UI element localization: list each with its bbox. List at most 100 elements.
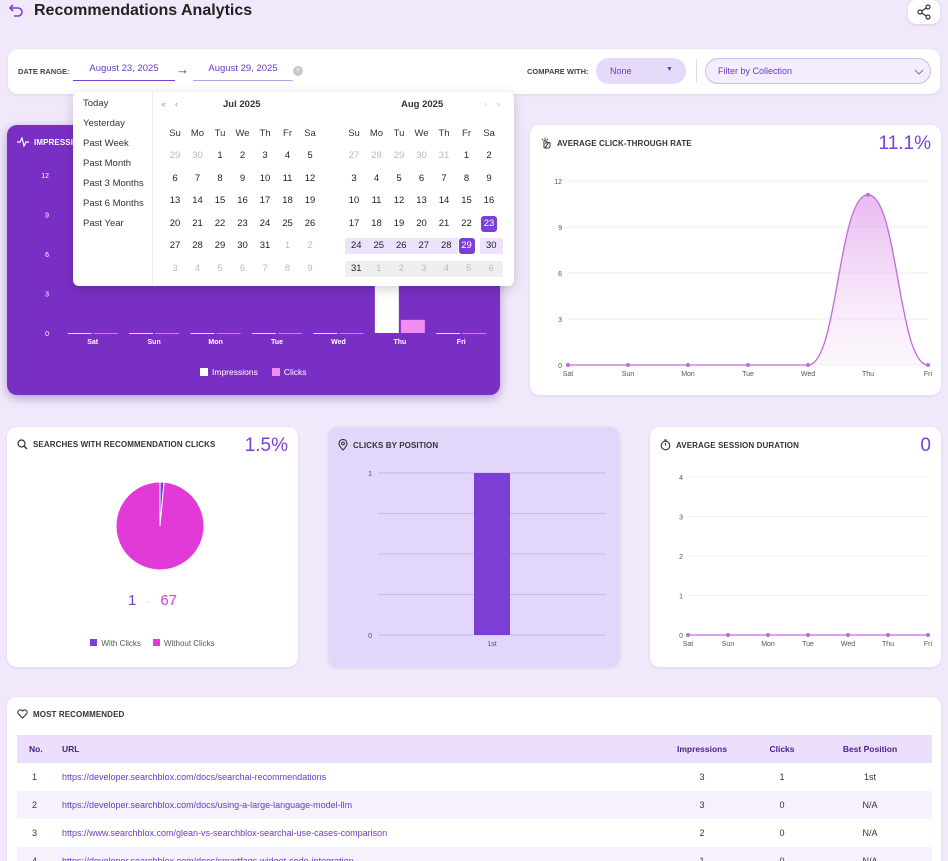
calendar-day[interactable]: 30 <box>237 240 248 251</box>
preset-item[interactable]: Past Week <box>83 138 129 149</box>
calendar-day[interactable]: 3 <box>351 172 357 184</box>
row-url[interactable]: https://developer.searchblox.com/docs/sm… <box>62 856 354 861</box>
calendar-day[interactable]: 17 <box>259 195 271 206</box>
calendar-day[interactable]: 30 <box>480 238 503 254</box>
calendar-day[interactable]: 8 <box>217 172 223 184</box>
calendar-day[interactable]: 23 <box>481 215 497 232</box>
calendar-day[interactable]: 22 <box>214 217 226 229</box>
calendar-day[interactable]: 30 <box>416 150 427 161</box>
calendar-day[interactable]: 13 <box>416 195 427 206</box>
calendar-day[interactable]: 2 <box>486 150 492 161</box>
preset-item[interactable]: Today <box>83 98 109 109</box>
calendar-day[interactable]: 26 <box>304 217 316 229</box>
prev-year-button[interactable]: « <box>161 99 167 109</box>
calendar-day[interactable]: 15 <box>214 195 226 206</box>
calendar-day[interactable]: 31 <box>345 260 368 277</box>
calendar-day[interactable]: 19 <box>393 217 405 229</box>
calendar-day[interactable]: 9 <box>307 262 313 274</box>
calendar-day[interactable]: 10 <box>348 195 360 206</box>
calendar-day[interactable]: 4 <box>435 260 458 277</box>
end-date-input[interactable]: August 29, 2025 <box>193 63 293 81</box>
calendar-day[interactable]: 26 <box>390 238 413 254</box>
calendar-day[interactable]: 19 <box>304 195 316 206</box>
share-button[interactable] <box>908 0 940 24</box>
calendar-day[interactable]: 10 <box>259 172 271 184</box>
calendar-day[interactable]: 1 <box>463 150 470 161</box>
calendar-day[interactable]: 8 <box>463 172 470 184</box>
calendar-day[interactable]: 17 <box>348 217 360 229</box>
calendar-day[interactable]: 2 <box>390 260 413 277</box>
calendar-day[interactable]: 18 <box>371 217 382 229</box>
calendar-day[interactable]: 6 <box>480 260 503 277</box>
calendar-day[interactable]: 2 <box>239 150 246 161</box>
calendar-day[interactable]: 3 <box>172 262 178 274</box>
calendar-day[interactable]: 9 <box>486 172 492 184</box>
calendar-day[interactable]: 23 <box>237 217 248 229</box>
calendar-day[interactable]: 12 <box>304 172 316 184</box>
next-year-button[interactable]: » <box>496 99 502 109</box>
preset-item[interactable]: Past 6 Months <box>83 198 144 209</box>
calendar-day[interactable]: 8 <box>284 262 291 274</box>
start-date-input[interactable]: August 23, 2025 <box>73 63 175 81</box>
calendar-day[interactable]: 7 <box>194 172 201 184</box>
calendar-day[interactable]: 16 <box>483 195 495 206</box>
calendar-day[interactable]: 11 <box>371 195 382 206</box>
prev-month-button[interactable]: ‹ <box>175 99 178 109</box>
calendar-day[interactable]: 20 <box>169 217 181 229</box>
calendar-day[interactable]: 7 <box>441 172 447 184</box>
preset-item[interactable]: Past 3 Months <box>83 178 144 189</box>
calendar-day[interactable]: 1 <box>367 260 390 277</box>
calendar-day[interactable]: 29 <box>169 150 181 161</box>
preset-item[interactable]: Yesterday <box>83 118 125 129</box>
row-url[interactable]: https://www.searchblox.com/glean-vs-sear… <box>62 828 388 838</box>
calendar-day[interactable]: 20 <box>416 217 427 229</box>
calendar-day[interactable]: 14 <box>438 195 450 206</box>
collection-filter[interactable]: Filter by Collection <box>705 58 931 84</box>
calendar-day[interactable]: 13 <box>169 195 181 206</box>
calendar-day[interactable]: 5 <box>396 172 402 184</box>
calendar-day[interactable]: 15 <box>461 195 472 206</box>
calendar-day[interactable]: 12 <box>393 195 405 206</box>
calendar-day[interactable]: 29 <box>214 240 226 251</box>
calendar-day[interactable]: 31 <box>438 150 450 161</box>
calendar-day[interactable]: 31 <box>259 240 271 251</box>
calendar-day[interactable]: 25 <box>282 217 293 229</box>
calendar-day[interactable]: 25 <box>367 238 390 254</box>
calendar-day[interactable]: 3 <box>412 260 435 277</box>
calendar-day[interactable]: 3 <box>262 150 268 161</box>
calendar-day[interactable]: 9 <box>239 172 246 184</box>
preset-item[interactable]: Past Month <box>83 158 132 169</box>
calendar-day[interactable]: 29 <box>393 150 405 161</box>
calendar-day[interactable]: 4 <box>194 262 201 274</box>
calendar-day[interactable]: 4 <box>373 172 380 184</box>
calendar-day[interactable]: 6 <box>239 262 246 274</box>
calendar-day[interactable]: 28 <box>371 150 382 161</box>
compare-select[interactable]: None ▼ <box>596 58 686 84</box>
calendar-day[interactable]: 27 <box>348 150 360 161</box>
calendar-day[interactable]: 11 <box>282 172 293 184</box>
calendar-day[interactable]: 28 <box>192 240 203 251</box>
calendar-day[interactable]: 16 <box>237 195 248 206</box>
calendar-day[interactable]: 5 <box>217 262 223 274</box>
calendar-day[interactable]: 4 <box>284 150 291 161</box>
preset-item[interactable]: Past Year <box>83 218 124 229</box>
calendar-day[interactable]: 14 <box>192 195 203 206</box>
calendar-day[interactable]: 24 <box>345 238 368 254</box>
calendar-day[interactable]: 6 <box>418 172 425 184</box>
calendar-day[interactable]: 24 <box>259 217 271 229</box>
calendar-day[interactable]: 28 <box>435 238 458 254</box>
calendar-day[interactable]: 1 <box>217 150 223 161</box>
calendar-day[interactable]: 18 <box>282 195 293 206</box>
calendar-day[interactable]: 5 <box>457 260 480 277</box>
calendar-day[interactable]: 22 <box>461 217 472 229</box>
calendar-day[interactable]: 1 <box>284 240 291 251</box>
next-month-button[interactable]: › <box>484 99 487 109</box>
row-url[interactable]: https://developer.searchblox.com/docs/se… <box>62 772 327 782</box>
calendar-day[interactable]: 5 <box>307 150 313 161</box>
calendar-day[interactable]: 27 <box>169 240 181 251</box>
calendar-day[interactable]: 29 <box>458 238 475 254</box>
back-icon[interactable] <box>8 2 26 20</box>
calendar-day[interactable]: 27 <box>412 238 435 254</box>
clear-date-icon[interactable]: × <box>293 66 303 76</box>
calendar-day[interactable]: 2 <box>307 240 313 251</box>
